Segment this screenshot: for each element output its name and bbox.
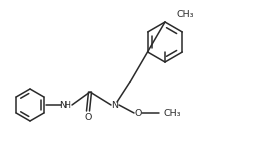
Text: O: O [134,109,142,118]
Text: N: N [112,100,118,110]
Text: H: H [64,100,70,110]
Text: CH₃: CH₃ [164,109,181,118]
Text: CH₃: CH₃ [177,9,195,18]
Text: N: N [60,100,67,110]
Text: O: O [84,113,92,122]
